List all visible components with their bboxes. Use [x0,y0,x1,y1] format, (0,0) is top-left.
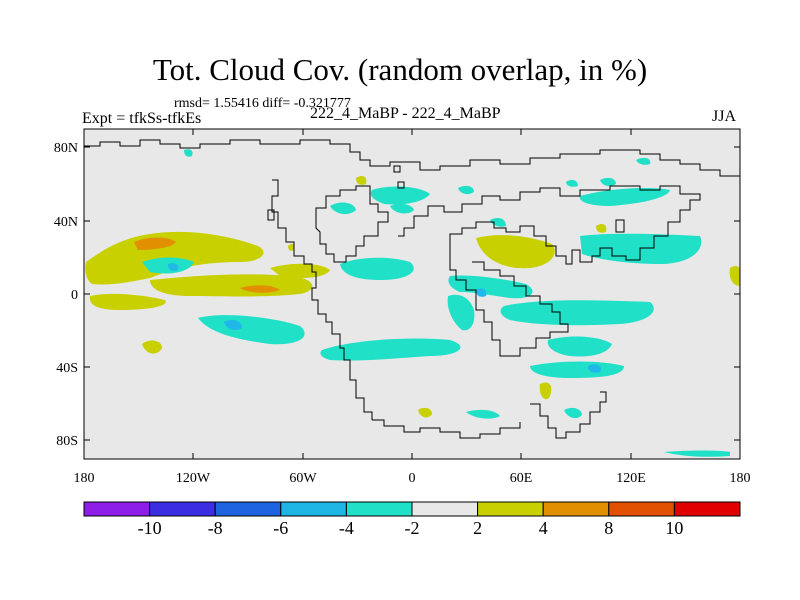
colorbar-swatch [608,501,675,517]
coastline [271,179,373,420]
anomaly-region [390,203,414,214]
anomaly-region [729,265,740,286]
anomaly-region [566,179,578,187]
lat-label: 80N [54,141,78,156]
anomaly-region [288,243,295,251]
anomaly-region [636,157,651,165]
anomaly-region [596,224,607,233]
coastline [530,391,607,439]
anomaly-region [564,407,582,419]
anomaly-region [168,263,179,271]
anomaly-region [447,294,475,331]
colorbar-label: 4 [539,518,548,538]
coastline [267,209,275,221]
colorbar-swatch [214,501,282,517]
anomaly-region [134,237,176,250]
anomaly-region [270,263,330,278]
map-panel [83,128,741,460]
latitude-axis: 80N 40N 0 40S 80S [54,141,740,449]
colorbar-swatch [542,501,610,517]
anomaly-region [580,233,702,264]
coastline [315,185,389,263]
colorbar-label: -4 [339,518,354,538]
anomaly-region [530,361,624,378]
anomaly-region [370,186,430,205]
anomaly-region [588,364,602,373]
longitude-axis: 180 120W 60W 0 60E 120E 180 [74,129,751,486]
anomaly-region [466,409,500,419]
stats-line: rmsd= 1.55416 diff= -0.321777 [174,96,351,111]
anomaly-region [476,288,487,297]
anomaly-region [539,382,552,400]
anomaly-region [356,176,367,185]
anomaly-region [240,285,280,293]
anomaly-region [500,300,654,326]
anomaly-region [547,336,612,357]
coastline [615,219,625,233]
anomaly-region [330,202,356,215]
colorbar-label: 8 [604,518,613,538]
lat-label: 0 [71,288,78,303]
anomaly-region [320,338,461,361]
lon-label: 180 [730,471,751,486]
colorbar-swatch [149,501,216,517]
colorbar-swatch [477,501,544,517]
season-label: JJA [712,108,737,125]
anomaly-region [142,257,194,274]
lon-label: 120W [176,471,211,486]
colorbar-label: -10 [138,518,162,538]
colorbar-swatch [411,501,479,517]
negative-anomaly-regions [142,149,730,457]
anomaly-region [142,340,162,354]
anomaly-region [224,320,242,330]
anomaly-region [184,149,193,157]
colorbar-label: -8 [208,518,223,538]
strong-positive-regions [134,237,280,293]
colorbar-label: -2 [405,518,420,538]
anomaly-region [458,185,474,195]
strong-negative-regions [168,263,602,373]
colorbar: -10 -8 -6 -4 -2 2 4 8 10 [83,501,741,538]
lon-label: 0 [409,471,416,486]
coastline [397,181,405,189]
coastline [84,139,740,177]
colorbar-swatch [83,501,151,517]
coastline [398,185,701,357]
anomaly-region [448,275,533,299]
colorbar-label: 2 [473,518,482,538]
colorbar-label: 10 [665,518,683,538]
anomaly-region [600,177,616,187]
anomaly-region [418,407,432,418]
lat-label: 40S [56,361,78,376]
lat-label: 80S [56,434,78,449]
lon-label: 60W [289,471,317,486]
plot-title: Tot. Cloud Cov. (random overlap, in %) [152,52,648,87]
colorbar-swatch [345,501,413,517]
coastlines [84,139,740,439]
case-label: 222_4_MaBP - 222_4_MaBP [310,105,501,122]
colorbar-label: -6 [273,518,288,538]
colorbar-swatch [280,501,347,517]
coastline [372,419,521,439]
anomaly-region [89,293,166,310]
colorbar-swatch [673,501,741,517]
coastline [393,165,401,173]
lat-label: 40N [54,215,78,230]
experiment-label: Expt = tfkSs-tfkEs [82,110,202,127]
lon-label: 120E [616,471,646,486]
lon-label: 180 [74,471,95,486]
anomaly-region [579,188,670,206]
anomaly-region [476,235,555,269]
anomaly-region [340,257,414,280]
anomaly-region [664,450,730,457]
lon-label: 60E [510,471,533,486]
